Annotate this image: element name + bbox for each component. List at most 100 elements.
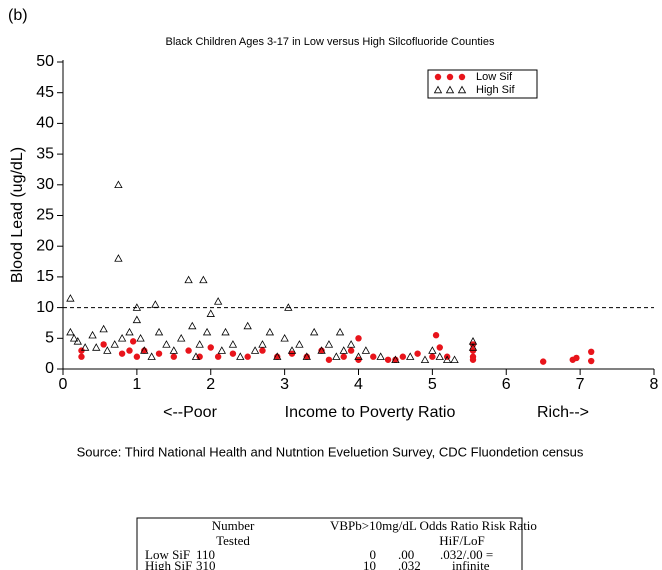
point (469, 356, 477, 363)
x-tick-label: 0 (59, 376, 68, 393)
point (213, 297, 223, 305)
point (243, 321, 252, 330)
point (133, 353, 141, 360)
y-tick-label: 15 (36, 268, 54, 285)
point (302, 352, 311, 360)
x-tick-label: 7 (576, 376, 585, 393)
point (110, 340, 119, 348)
legend-marker (434, 73, 442, 81)
point (317, 346, 326, 354)
point (428, 346, 437, 354)
table-cell: 310 (196, 558, 216, 570)
x-tick-label: 3 (280, 376, 289, 393)
y-axis-label: Blood Lead (ug/dL) (9, 147, 26, 283)
point (347, 347, 355, 354)
table-header: Number (212, 518, 255, 533)
point (170, 353, 178, 360)
y-tick-label: 30 (36, 176, 54, 193)
point (196, 353, 203, 360)
x-axis-label: Income to Poverty Ratio (285, 404, 456, 421)
point (244, 353, 251, 360)
point (355, 335, 362, 342)
point (69, 333, 79, 342)
point (539, 358, 547, 365)
point (340, 353, 347, 360)
point (339, 346, 348, 354)
point (228, 340, 238, 348)
point (214, 353, 222, 360)
point (588, 357, 595, 365)
table: Number VBPb>10mg/dL Odds Ratio Risk Rati… (145, 518, 537, 570)
point (450, 355, 459, 363)
point (195, 340, 204, 348)
source-note: Source: Third National Health and Nutnti… (77, 444, 584, 459)
legend-marker (458, 73, 466, 81)
point (162, 340, 171, 348)
point (129, 338, 137, 345)
point (468, 343, 478, 351)
point (273, 352, 282, 360)
point (117, 333, 127, 342)
point (406, 352, 415, 360)
point (202, 327, 212, 336)
point (92, 343, 101, 351)
x-tick-label: 8 (650, 376, 659, 393)
panel-label: (b) (8, 7, 28, 24)
point (114, 180, 123, 188)
point (99, 324, 108, 333)
chart-title: Black Children Ages 3-17 in Low versus H… (166, 36, 495, 48)
point (103, 346, 112, 354)
point (118, 350, 126, 357)
point (206, 309, 215, 317)
point (429, 353, 436, 360)
legend-marker (446, 73, 454, 81)
y-tick-label: 10 (36, 299, 54, 316)
y-tick-label: 0 (45, 360, 54, 377)
table-header: HiF/LoF (439, 533, 485, 548)
point (132, 315, 142, 324)
legend-marker (433, 85, 443, 94)
point (354, 352, 363, 360)
point (66, 294, 75, 302)
point (309, 327, 319, 336)
point (284, 303, 293, 311)
point (588, 348, 595, 356)
point (185, 347, 192, 354)
point (303, 353, 310, 360)
point (324, 340, 334, 348)
point (88, 330, 97, 339)
point (184, 275, 193, 284)
table-cell: Low SiF (145, 547, 190, 562)
table-border (136, 517, 523, 570)
legend-marker (457, 85, 467, 94)
x-tick-label: 2 (206, 376, 215, 393)
point (132, 303, 142, 311)
point (250, 346, 260, 354)
table-header: VBPb>10mg/dL Odds Ratio Risk Ratio (330, 518, 537, 533)
point (295, 340, 304, 348)
point (154, 327, 164, 336)
point (265, 327, 275, 336)
table-cell: 110 (196, 547, 215, 562)
point (392, 356, 399, 363)
point (274, 353, 281, 360)
point (125, 327, 134, 336)
point (573, 354, 580, 362)
y-tick-label: 5 (45, 330, 54, 347)
x-tick-label: 4 (354, 376, 363, 393)
point (420, 355, 430, 363)
point (318, 347, 325, 354)
legend-box (427, 69, 538, 99)
point (151, 300, 160, 308)
point (188, 321, 197, 330)
point (442, 355, 452, 363)
point (361, 346, 371, 354)
point (78, 353, 85, 360)
point (414, 350, 421, 357)
point (435, 352, 444, 360)
table-cell: infinite (452, 558, 490, 570)
point (191, 352, 201, 360)
x-tick-label: 5 (428, 376, 437, 393)
point (147, 352, 156, 360)
